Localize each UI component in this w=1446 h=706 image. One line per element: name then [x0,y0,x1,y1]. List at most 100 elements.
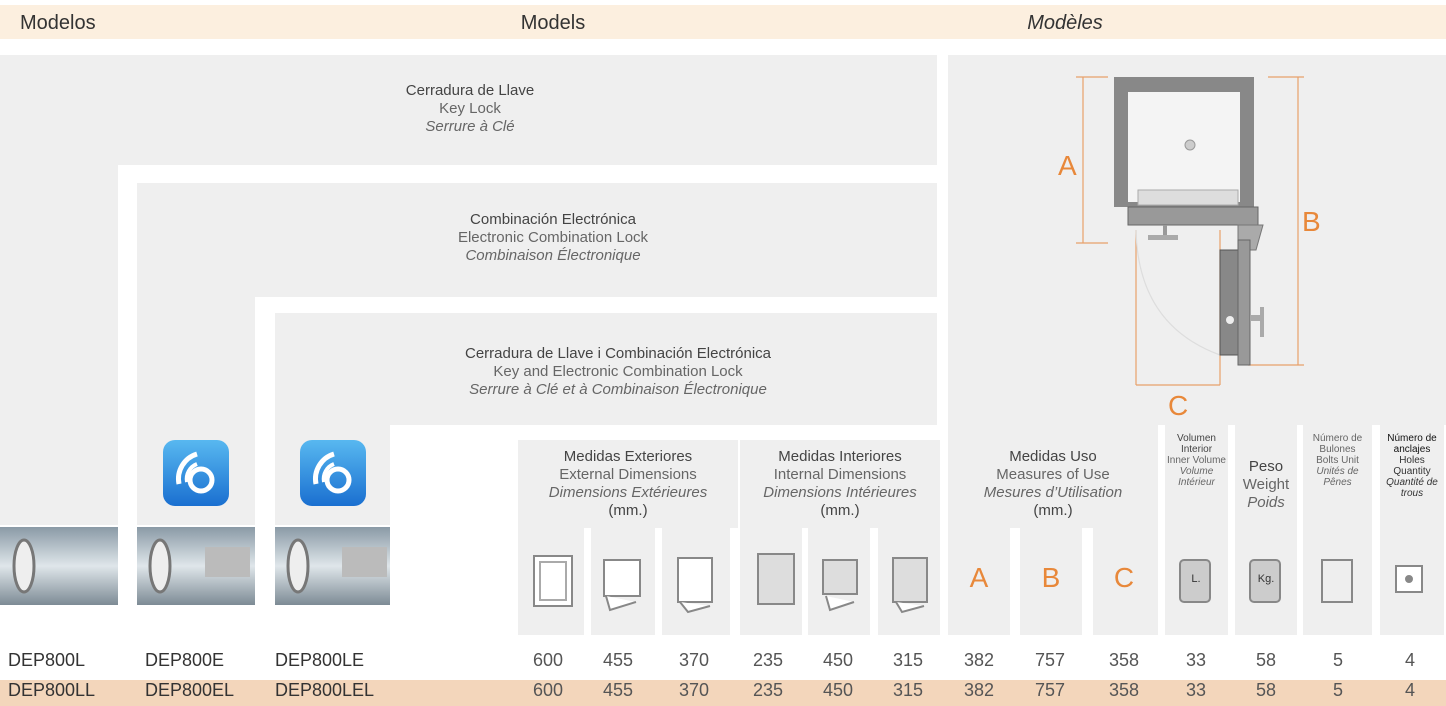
spec-value: 358 [1108,680,1140,700]
col-es: Medidas Uso [1009,448,1097,465]
diagram-label: C [1168,390,1189,421]
col-fr: Dimensions Intérieures [763,484,917,501]
column-header-bg [1303,425,1372,528]
spec-value: 5 [1332,650,1343,670]
spec-value: 370 [678,680,710,700]
spec-value: 33 [1185,680,1207,700]
sub-column-bg [1020,527,1082,635]
col-es: Medidas Exteriores [563,448,693,465]
column-header: Volumen Interior Inner Volume Volume Intér… [1165,433,1228,488]
header-en: Models [520,12,586,34]
sub-column-bg [1093,527,1158,635]
lock-en: Key and Electronic Combination Lock [493,363,743,380]
spec-value: 315 [892,650,924,670]
spec-value: 757 [1034,650,1066,670]
column-icons [533,553,1423,614]
spec-value: 370 [678,650,710,670]
model-name: DEP800L [8,650,86,670]
header-es: Modelos [20,12,96,34]
col-fr: Quantité de trous [1386,477,1438,499]
diagram-label: B [1302,206,1321,237]
col-en: Bolts Unit [1316,455,1359,466]
col-fr: Mesures d’Utilisation [983,484,1123,501]
col-unit: (mm.) [608,502,648,519]
col-es: Volumen Interior [1177,433,1216,455]
col-es: Número de anclajes [1387,433,1437,455]
spec-value: 33 [1185,650,1207,670]
spec-value: 600 [532,680,564,700]
app-icons [163,440,366,506]
column-header-bg [1235,425,1297,528]
lock-fr: Serrure à Clé et à Combinaison Électroni… [469,381,767,398]
spec-value: 315 [892,680,924,700]
model-name: DEP800E [145,650,225,670]
column-header: Medidas Exteriores External Dimensions Dim… [508,448,748,520]
spec-value: 600 [532,650,564,670]
column-header: Número de anclajes Holes Quantity Quantité… [1380,433,1444,499]
lock-fr: Serrure à Clé [425,118,515,135]
use-letter: A [969,562,989,593]
spec-value: 235 [752,650,784,670]
safe-diagram [1076,76,1304,386]
spec-value: 450 [822,650,854,670]
lock-block [137,183,937,297]
column-header: Medidas Interiores Internal Dimensions Dim… [725,448,955,520]
col-en: External Dimensions [559,466,697,483]
use-letter: C [1113,562,1135,593]
lock-es: Cerradura de Llave [405,82,535,99]
sub-column-bg [948,527,1010,635]
column-header: Número de Bulones Bolts Unit Unités de Pên… [1303,433,1372,488]
spec-value: 58 [1255,650,1277,670]
column-header-bg [1380,425,1444,528]
col-fr: Volume Intérieur [1178,466,1215,488]
lock-block [275,313,937,425]
header-band [0,5,1446,39]
col-en: Internal Dimensions [773,466,907,483]
spec-value: 450 [822,680,854,700]
model-name: DEP800EL [145,680,235,700]
col-fr: Poids [1247,494,1285,511]
spec-value: 757 [1034,680,1066,700]
icon-label: L. [1191,573,1201,585]
col-fr: Unités de Pênes [1316,466,1359,488]
col-es: Medidas Interiores [778,448,902,465]
spec-value: 382 [963,680,995,700]
spec-value: 382 [963,650,995,670]
lock-es: Cerradura de Llave i Combinación Electró… [465,345,771,362]
lock-column [0,165,118,525]
model-name: DEP800LL [8,680,96,700]
lock-type: Cerradura de Llave Key Lock Serrure à Clé [270,82,670,136]
lock-es: Combinación Electrónica [470,211,636,228]
col-unit: (mm.) [1033,502,1073,519]
col-en: Holes Quantity [1393,455,1431,477]
use-letter: B [1041,562,1061,593]
row-highlight [0,680,1446,706]
lock-en: Key Lock [439,100,501,117]
column-header: Peso Weight Poids [1235,458,1297,512]
icon-label: Kg. [1257,573,1275,585]
column-header-bg [518,440,738,528]
column-header-bg [1165,425,1228,528]
spec-value: 58 [1255,680,1277,700]
spec-value: 235 [752,680,784,700]
spec-value: 5 [1332,680,1343,700]
col-en: Weight [1242,476,1290,493]
spec-value: 4 [1404,680,1415,700]
lock-fr: Combinaison Électronique [465,247,641,264]
col-unit: (mm.) [820,502,860,519]
lock-type: Combinación Electrónica Electronic Combin… [353,211,753,265]
model-name: DEP800LE [275,650,365,670]
col-en: Inner Volume [1167,455,1226,466]
column-header-bg [948,425,1158,528]
col-en: Measures of Use [996,466,1110,483]
spec-value: 455 [602,650,634,670]
lock-block [0,55,937,165]
diagram-label: A [1058,150,1077,181]
col-es: Peso [1248,458,1284,475]
lock-en: Electronic Combination Lock [457,229,649,246]
spec-value: 4 [1404,650,1415,670]
model-name: DEP800LEL [275,680,375,700]
header-fr: Modèles [1027,12,1103,34]
